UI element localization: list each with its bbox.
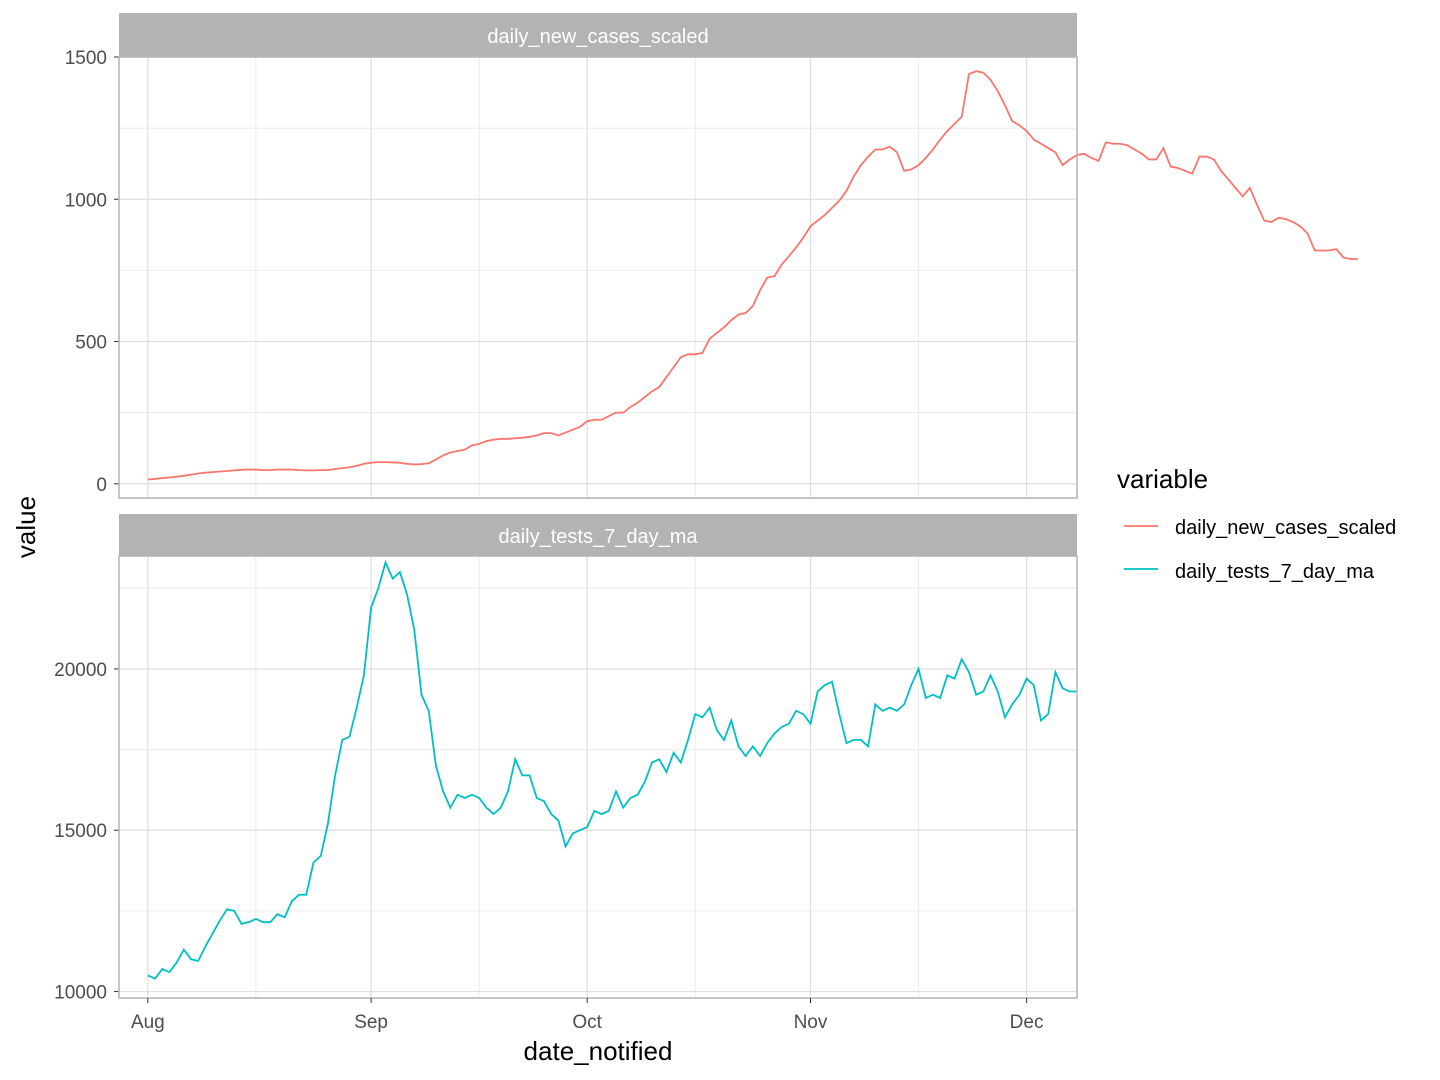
y-axis-title: value	[11, 496, 41, 558]
strip-tests-label: daily_tests_7_day_ma	[498, 526, 698, 548]
y-tick-label: 15000	[54, 821, 107, 842]
x-tick-label: Oct	[572, 1012, 602, 1033]
x-tick-label: Nov	[794, 1012, 828, 1033]
y-tick-label: 1000	[65, 190, 107, 211]
strip-cases-background	[119, 13, 1077, 57]
legend-title: variable	[1117, 464, 1208, 494]
panel-tests-border	[118, 555, 1078, 999]
y-ticks-tests: 10000 15000 20000	[54, 660, 119, 1004]
strip-cases-label: daily_new_cases_scaled	[487, 26, 708, 48]
panel-tests: daily_tests_7_day_ma 10000 15000 20000	[54, 514, 1078, 1004]
y-tick-label: 20000	[54, 660, 107, 681]
legend-label-daily-new-cases-scaled: daily_new_cases_scaled	[1175, 517, 1396, 539]
x-tick-label: Dec	[1010, 1012, 1044, 1033]
y-tick-label: 500	[75, 333, 107, 354]
gridlines-cases	[119, 56, 1077, 498]
x-axis-title: date_notified	[524, 1036, 673, 1066]
gridlines-tests	[119, 556, 1077, 998]
strip-tests-background	[119, 514, 1077, 556]
x-tick-label: Sep	[354, 1012, 388, 1033]
legend-label-daily-tests-7-day-ma: daily_tests_7_day_ma	[1175, 561, 1375, 583]
y-tick-label: 10000	[54, 983, 107, 1004]
series-line-daily-new-cases-scaled	[147, 70, 1358, 481]
y-tick-label: 0	[96, 475, 107, 496]
y-tick-label: 1500	[65, 48, 107, 69]
panel-cases: daily_new_cases_scaled 0 500 1000 1500	[65, 13, 1358, 499]
x-axis-ticks: Aug Sep Oct Nov Dec	[131, 998, 1044, 1033]
y-ticks-cases: 0 500 1000 1500	[65, 48, 119, 496]
series-line-daily-tests-7-day-ma	[147, 559, 1077, 980]
x-tick-label: Aug	[131, 1012, 165, 1033]
legend: variable daily_new_cases_scaled daily_te…	[1117, 464, 1396, 583]
panel-cases-border	[118, 56, 1078, 499]
